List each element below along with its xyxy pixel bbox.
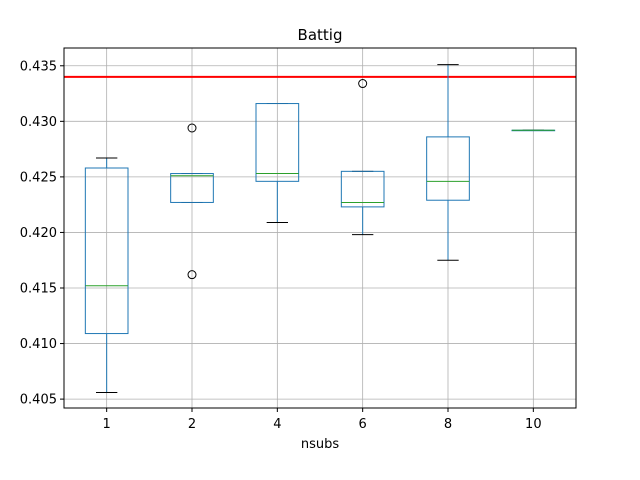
y-tick-label: 0.415 — [20, 282, 57, 297]
y-tick-label: 0.420 — [20, 226, 57, 241]
y-tick-label: 0.425 — [20, 170, 57, 185]
y-tick-label: 0.430 — [20, 115, 57, 130]
y-tick-label: 0.410 — [20, 337, 57, 352]
x-tick-label: 8 — [444, 417, 452, 432]
outlier-point — [358, 79, 368, 89]
box-iqr — [426, 136, 470, 201]
y-tick-label: 0.405 — [20, 393, 57, 408]
box-iqr — [170, 173, 214, 203]
grid-lines — [64, 48, 576, 408]
x-tick-label: 1 — [103, 417, 111, 432]
x-tick-label: 4 — [273, 417, 281, 432]
x-tick-label: 6 — [359, 417, 367, 432]
outlier-point — [187, 123, 197, 133]
outlier-point — [187, 270, 197, 280]
x-tick-label: 10 — [525, 417, 542, 432]
x-axis-label: nsubs — [301, 437, 340, 452]
plot-frame — [63, 47, 577, 409]
box-iqr — [340, 170, 385, 208]
x-tick-label: 2 — [188, 417, 196, 432]
box-iqr — [255, 103, 300, 182]
box-iqr — [84, 167, 129, 335]
y-tick-label: 0.435 — [20, 59, 57, 74]
axis-ticks: 1 2 4 6 8 10 0.405 0.410 0.415 0.420 0.425 0.430 0.4… — [20, 59, 542, 432]
boxes-layer — [84, 64, 556, 393]
chart-title: Battig — [298, 26, 343, 44]
